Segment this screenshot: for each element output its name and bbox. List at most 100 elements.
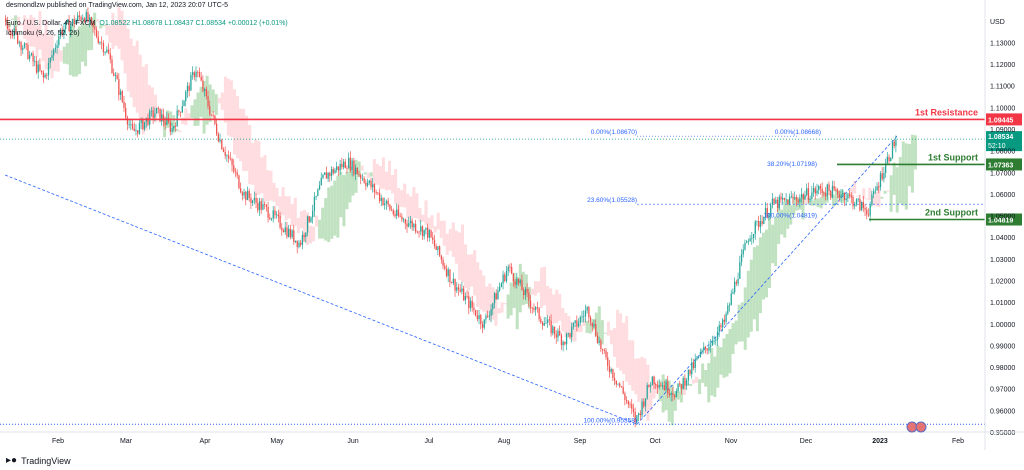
cloud-segment (698, 379, 702, 395)
cloud-segment (795, 197, 799, 211)
candle-body (317, 189, 319, 196)
candle-body (123, 101, 125, 108)
candle-body (797, 200, 799, 203)
candle-body (476, 315, 479, 320)
candle-body (267, 206, 269, 218)
candle-body (10, 30, 12, 36)
fib-labels: 0.00%(1.08670) 23.60%(1.05528) 100.00%(0.9… (584, 129, 822, 424)
indicator-label[interactable]: Ichimoku (9, 26, 52, 26) (6, 30, 80, 37)
cloud-segment (716, 345, 720, 388)
candle-body (203, 89, 206, 91)
candle-body (53, 49, 55, 56)
candle-body (581, 316, 583, 318)
candle-body (867, 214, 870, 216)
cloud-segment (655, 384, 659, 394)
candle-body (351, 160, 353, 171)
cloud-segment (99, 24, 103, 29)
cloud-segment (579, 324, 583, 333)
candle-body (505, 271, 508, 281)
candle-body (682, 378, 684, 389)
candle-body (521, 280, 523, 291)
candle-body (23, 43, 26, 48)
cloud-segment (214, 94, 218, 116)
candle-body (11, 35, 14, 36)
cloud-segment (467, 254, 471, 291)
x-tick-label: Sep (574, 438, 587, 445)
candle-body (526, 288, 528, 293)
cloud-segment (494, 293, 498, 326)
cloud-segment (117, 7, 121, 49)
cloud-segment (619, 313, 623, 371)
candle-body (814, 188, 816, 194)
candle-body (276, 214, 278, 216)
cloud-segment (59, 50, 63, 62)
candle-body (783, 198, 786, 200)
candle-body (111, 59, 113, 73)
cloud-segment (503, 303, 507, 305)
fib-label: 0.00%(1.08670) (591, 129, 637, 136)
level-price: 1.04819 (988, 218, 1013, 225)
candle-body (97, 36, 99, 43)
candle-body (389, 204, 391, 210)
candle-body (576, 320, 578, 327)
candle-body (358, 174, 360, 176)
candle-body (385, 200, 388, 204)
candle-body (824, 192, 827, 197)
cloud-segment (17, 16, 21, 26)
footer-branding[interactable]: ▸● TradingView (6, 455, 71, 466)
cloud-segment (141, 66, 145, 135)
candle-body (44, 74, 46, 78)
cloud-segment (233, 89, 236, 155)
candle-body (601, 349, 604, 351)
y-tick-label: 0.95000 (990, 430, 1015, 437)
candle-body (373, 184, 376, 193)
candle-body (176, 110, 178, 127)
candle-body (252, 200, 254, 204)
cloud-segment (202, 80, 206, 134)
candle-body (324, 172, 326, 175)
candle-body (94, 27, 96, 30)
cloud-segment (175, 128, 179, 132)
candle-body (202, 80, 204, 91)
candle-body (655, 384, 657, 386)
candle-body (215, 123, 218, 135)
candle-body (752, 234, 755, 238)
candle-body (322, 174, 324, 178)
candle-body (704, 346, 707, 349)
cloud-segment (172, 115, 176, 133)
candle-body (625, 399, 628, 402)
candle-body (773, 198, 775, 204)
cloud-segment (330, 185, 334, 239)
candle-body (193, 72, 195, 78)
cloud-segment (719, 347, 723, 375)
candle-body (392, 210, 394, 215)
y-tick-label: 0.97000 (990, 387, 1015, 394)
cloud-segment (701, 363, 705, 383)
candle-body (318, 185, 321, 190)
cloud-segment (573, 326, 577, 342)
candle-body (293, 230, 295, 243)
cloud-segment (883, 190, 887, 194)
candle-body (171, 128, 173, 132)
cloud-segment (433, 226, 437, 233)
cloud-segment (257, 140, 261, 195)
candle-body (375, 192, 377, 193)
candle-body (613, 378, 616, 381)
candle-body (661, 385, 664, 387)
candle-body (70, 24, 72, 32)
candle-body (583, 316, 585, 318)
cloud-segment (892, 162, 896, 195)
symbol-name[interactable]: Euro / U.S. Dollar, 4h, FXCM (6, 20, 96, 27)
candle-body (209, 106, 211, 115)
cloud-segment (664, 379, 668, 411)
cloud-segment (44, 19, 48, 70)
candle-body (418, 231, 420, 233)
x-tick-label: Feb (52, 438, 64, 445)
candle-body (888, 156, 890, 162)
candle-body (85, 12, 87, 22)
candle-body (298, 242, 300, 248)
candle-body (517, 278, 520, 284)
cloud-segment (68, 26, 72, 76)
candle-body (186, 85, 189, 92)
